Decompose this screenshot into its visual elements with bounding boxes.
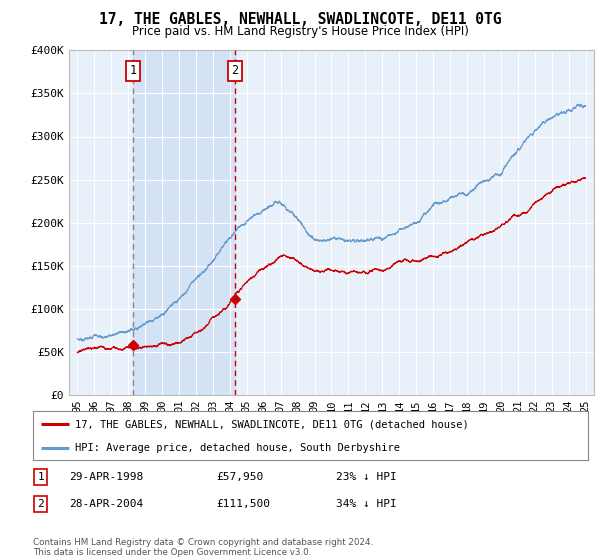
Text: 34% ↓ HPI: 34% ↓ HPI	[336, 499, 397, 509]
Text: 1: 1	[37, 472, 44, 482]
Text: 17, THE GABLES, NEWHALL, SWADLINCOTE, DE11 0TG: 17, THE GABLES, NEWHALL, SWADLINCOTE, DE…	[99, 12, 501, 27]
Bar	[133, 50, 235, 395]
Text: 17, THE GABLES, NEWHALL, SWADLINCOTE, DE11 0TG (detached house): 17, THE GABLES, NEWHALL, SWADLINCOTE, DE…	[74, 419, 469, 430]
Text: 29-APR-1998: 29-APR-1998	[69, 472, 143, 482]
Text: 2: 2	[232, 64, 239, 77]
Text: HPI: Average price, detached house, South Derbyshire: HPI: Average price, detached house, Sout…	[74, 443, 400, 453]
Text: Contains HM Land Registry data © Crown copyright and database right 2024.
This d: Contains HM Land Registry data © Crown c…	[33, 538, 373, 557]
Text: £57,950: £57,950	[216, 472, 263, 482]
Text: 23% ↓ HPI: 23% ↓ HPI	[336, 472, 397, 482]
Text: Price paid vs. HM Land Registry's House Price Index (HPI): Price paid vs. HM Land Registry's House …	[131, 25, 469, 38]
Text: 28-APR-2004: 28-APR-2004	[69, 499, 143, 509]
Text: 1: 1	[130, 64, 137, 77]
Text: 2: 2	[37, 499, 44, 509]
Text: £111,500: £111,500	[216, 499, 270, 509]
